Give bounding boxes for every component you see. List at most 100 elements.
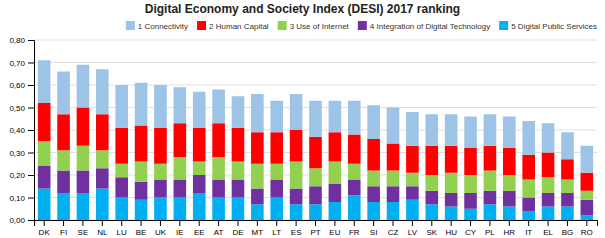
tick: DE (232, 220, 243, 237)
tick-mark (257, 220, 258, 226)
tick-label: 0,50 (9, 104, 25, 113)
bar (270, 101, 283, 133)
tick-mark (528, 220, 529, 226)
plot: 0,000,100,200,300,400,500,600,700,80DKFI… (9, 36, 597, 237)
tick-label: ES (291, 228, 302, 237)
bar (329, 162, 342, 185)
tick: 0,70 (9, 59, 34, 68)
tick: 0,10 (9, 194, 34, 203)
bar (542, 207, 555, 221)
tick-label: 0,70 (9, 59, 25, 68)
tick-label: AT (214, 228, 224, 237)
tick: SE (78, 220, 89, 237)
bar (57, 171, 70, 194)
tick: EU (329, 220, 340, 237)
bar (57, 150, 70, 170)
bar (174, 180, 187, 198)
bar (387, 144, 400, 171)
bar (251, 132, 264, 164)
tick-label: 0,20 (9, 171, 25, 180)
bar (406, 200, 419, 220)
tick-label: NL (97, 228, 108, 237)
tick: 0,80 (9, 36, 34, 45)
bar (581, 173, 594, 191)
bar (348, 164, 361, 180)
tick-label: BE (136, 228, 147, 237)
bar (309, 168, 322, 186)
bar (77, 193, 90, 220)
bar (115, 128, 128, 164)
bar (503, 117, 516, 149)
tick-label: CY (465, 228, 477, 237)
bar (387, 171, 400, 187)
x-axis: DKFISENLLUBEUKIEEEATDEMTLTESPTEUFRSICZLV… (35, 220, 598, 237)
tick-label: CZ (388, 228, 399, 237)
tick-label: 0,10 (9, 194, 25, 203)
bar (174, 87, 187, 123)
tick-mark (315, 220, 316, 226)
bar (367, 202, 380, 220)
bar (484, 204, 497, 220)
bar (329, 202, 342, 220)
bar (232, 198, 245, 221)
legend-swatch (126, 21, 135, 30)
bar (445, 173, 458, 193)
bars (38, 60, 593, 220)
tick: NL (97, 220, 108, 237)
tick: IT (525, 220, 532, 237)
tick-mark (354, 220, 355, 226)
bar (38, 189, 51, 221)
bar (251, 189, 264, 205)
tick-mark (567, 220, 568, 226)
bar (212, 123, 225, 157)
series (38, 60, 593, 173)
legend-item: 3 Use of Internet (278, 21, 350, 31)
tick-mark (28, 108, 34, 109)
bar (270, 164, 283, 180)
bar (445, 146, 458, 173)
bar (522, 198, 535, 212)
bar (464, 175, 477, 193)
legend-item: 1 Connectivity (126, 21, 188, 31)
tick: 0,00 (9, 216, 34, 225)
tick: CZ (388, 220, 399, 237)
legend-label: 4 Integration of Digital Technology (370, 22, 490, 31)
tick: 0,50 (9, 104, 34, 113)
tick-label: 0,40 (9, 126, 25, 135)
legend-label: 5 Digital Public Services (511, 22, 597, 31)
bar (38, 103, 51, 141)
bar (561, 180, 574, 194)
tick: BE (136, 220, 147, 237)
bar (406, 112, 419, 146)
bar (212, 180, 225, 198)
bar (135, 200, 148, 220)
bar (232, 180, 245, 198)
bar (329, 184, 342, 202)
bar (154, 128, 167, 164)
bar (309, 186, 322, 204)
tick-label: HR (504, 228, 516, 237)
bar (542, 177, 555, 193)
tick-mark (237, 220, 238, 226)
bar (212, 90, 225, 124)
tick-label: EU (329, 228, 340, 237)
bar (503, 207, 516, 221)
tick-mark (141, 220, 142, 226)
bar (522, 180, 535, 198)
legend-label: 3 Use of Internet (290, 22, 350, 31)
bar (251, 94, 264, 132)
tick-label: EL (543, 228, 553, 237)
bar (445, 193, 458, 207)
bar (522, 155, 535, 180)
bar (425, 146, 438, 175)
bar (96, 150, 109, 168)
tick-mark (373, 220, 374, 226)
bar (348, 195, 361, 220)
axis-domain (28, 41, 35, 221)
bar (193, 162, 206, 176)
bar (542, 193, 555, 207)
tick-label: MT (252, 228, 264, 237)
tick-label: 0,00 (9, 216, 25, 225)
bar (251, 204, 264, 220)
bar (542, 153, 555, 178)
